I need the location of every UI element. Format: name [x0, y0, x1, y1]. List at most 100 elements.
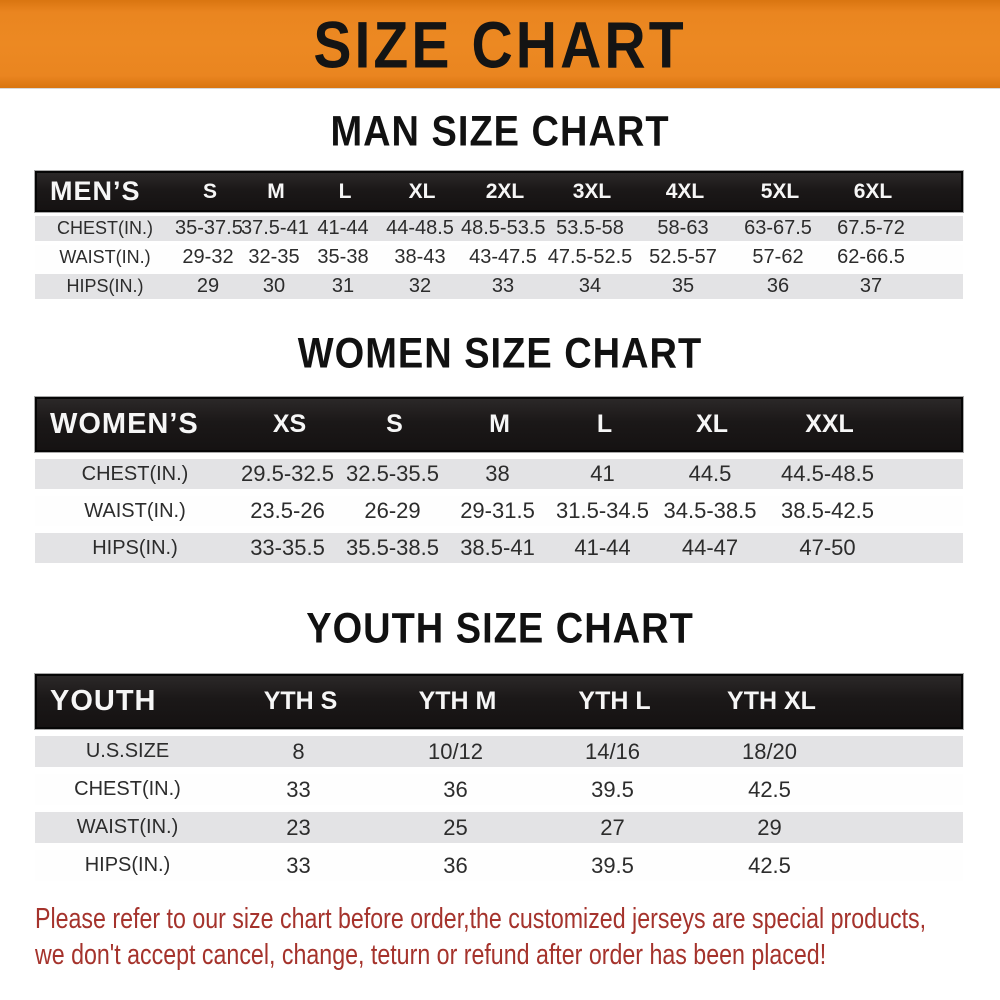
youth-waist-cell: 27 — [600, 814, 625, 840]
men-waist-cell: 32-35 — [248, 246, 300, 268]
men-waist-cell: 62-66.5 — [837, 246, 905, 268]
women-section-title: WOMEN SIZE CHART — [0, 330, 1000, 378]
men-chest-cell: 53.5-58 — [556, 217, 624, 239]
men-size-table: MEN’S S M L XL 2XL 3XL 4XL 5XL 6XL CHEST… — [35, 171, 963, 299]
men-size-col-s: S — [202, 179, 217, 203]
men-chest-cell: 67.5-72 — [837, 217, 905, 239]
men-chest-cell: 58-63 — [657, 217, 709, 239]
men-waist-row: WAIST(IN.) 29-32 32-35 35-38 38-43 43-47… — [35, 245, 963, 270]
women-chest-row-label: CHEST(IN.) — [81, 462, 189, 485]
women-hips-cell: 33-35.5 — [250, 535, 325, 560]
men-waist-cell: 43-47.5 — [469, 246, 537, 268]
size-chart-banner: SIZE CHART — [0, 0, 1000, 89]
men-hips-cell: 33 — [491, 275, 515, 297]
men-waist-cell: 38-43 — [394, 246, 446, 268]
men-hips-row: HIPS(IN.) 29 30 31 32 33 34 35 36 37 — [35, 274, 963, 299]
youth-waist-cell: 23 — [286, 814, 311, 840]
women-hips-cell: 35.5-38.5 — [346, 535, 439, 560]
men-size-col-xl: XL — [408, 179, 436, 203]
youth-hips-cell: 42.5 — [748, 852, 791, 878]
women-chest-cell: 32.5-35.5 — [346, 461, 439, 486]
men-hips-cell: 35 — [671, 275, 695, 297]
men-hips-cell: 29 — [196, 275, 220, 297]
men-chest-cell: 37.5-41 — [241, 217, 309, 239]
youth-chest-cell: 42.5 — [748, 776, 791, 802]
women-chest-cell: 44.5-48.5 — [781, 461, 874, 486]
men-chest-row-label: CHEST(IN.) — [57, 218, 153, 238]
women-waist-cell: 29-31.5 — [460, 498, 535, 523]
men-section-title-text: MAN SIZE CHART — [330, 108, 670, 156]
men-waist-cell: 47.5-52.5 — [547, 246, 633, 268]
women-chest-cell: 44.5 — [688, 461, 732, 486]
women-header-label: WOMEN’S — [50, 408, 199, 440]
men-chest-cell: 41-44 — [317, 217, 369, 239]
men-waist-cell: 29-32 — [182, 246, 234, 268]
men-waist-cell: 52.5-57 — [649, 246, 717, 268]
men-size-col-m: M — [267, 179, 285, 203]
men-header-label: MEN’S — [50, 176, 141, 206]
youth-header-label: YOUTH — [50, 685, 157, 717]
men-hips-cell: 34 — [578, 275, 602, 297]
youth-waist-row: WAIST(IN.) 23 25 27 29 — [35, 812, 963, 843]
order-policy-note: Please refer to our size chart before or… — [35, 901, 1000, 973]
women-size-table: WOMEN’S XS S M L XL XXL CHEST(IN.) 29.5-… — [35, 397, 963, 563]
women-size-col-xl: XL — [696, 410, 728, 438]
women-waist-cell: 23.5-26 — [250, 498, 325, 523]
youth-chest-cell: 33 — [286, 776, 311, 802]
men-section-title: MAN SIZE CHART — [0, 108, 1000, 156]
women-waist-row-label: WAIST(IN.) — [84, 499, 186, 522]
youth-hips-cell: 33 — [286, 852, 311, 878]
youth-section-title-text: YOUTH SIZE CHART — [306, 605, 694, 653]
women-waist-cell: 31.5-34.5 — [556, 498, 649, 523]
men-size-col-2xl: 2XL — [485, 179, 525, 203]
men-hips-cell: 30 — [262, 275, 286, 297]
men-chest-cell: 44-48.5 — [386, 217, 454, 239]
men-chest-cell: 48.5-53.5 — [461, 217, 546, 239]
men-waist-cell: 35-38 — [317, 246, 369, 268]
youth-ussize-cell: 14/16 — [584, 738, 641, 764]
youth-waist-cell: 29 — [757, 814, 782, 840]
youth-hips-cell: 39.5 — [591, 852, 634, 878]
women-waist-cell: 34.5-38.5 — [663, 498, 757, 523]
youth-waist-row-label: WAIST(IN.) — [76, 816, 179, 838]
women-hips-row: HIPS(IN.) 33-35.5 35.5-38.5 38.5-41 41-4… — [35, 533, 963, 563]
banner-title: SIZE CHART — [313, 6, 687, 82]
women-chest-cell: 38 — [485, 461, 510, 486]
men-hips-cell: 31 — [331, 275, 355, 297]
men-chest-cell: 35-37.5 — [175, 217, 243, 239]
youth-table-header-row: YOUTH YTH S YTH M YTH L YTH XL — [35, 674, 963, 729]
youth-hips-row: HIPS(IN.) 33 36 39.5 42.5 — [35, 850, 963, 881]
men-chest-cell: 63-67.5 — [744, 217, 812, 239]
men-size-col-3xl: 3XL — [572, 179, 612, 203]
men-hips-row-label: HIPS(IN.) — [66, 276, 144, 296]
men-waist-cell: 57-62 — [752, 246, 804, 268]
women-section-title-text: WOMEN SIZE CHART — [297, 330, 703, 378]
men-chest-row: CHEST(IN.) 35-37.5 37.5-41 41-44 44-48.5… — [35, 216, 963, 241]
youth-waist-cell: 25 — [443, 814, 468, 840]
women-table-header-row: WOMEN’S XS S M L XL XXL — [35, 397, 963, 452]
men-size-col-l: L — [338, 179, 352, 203]
women-size-col-s: S — [386, 410, 403, 438]
youth-section-title: YOUTH SIZE CHART — [0, 605, 1000, 653]
women-hips-cell: 44-47 — [681, 535, 739, 560]
order-policy-note-text: Please refer to our size chart before or… — [35, 901, 926, 973]
women-chest-row: CHEST(IN.) 29.5-32.5 32.5-35.5 38 41 44.… — [35, 459, 963, 489]
men-size-col-4xl: 4XL — [665, 179, 705, 203]
women-waist-row: WAIST(IN.) 23.5-26 26-29 29-31.5 31.5-34… — [35, 496, 963, 526]
youth-ussize-row: U.S.SIZE 8 10/12 14/16 18/20 — [35, 736, 963, 767]
order-policy-line-2: we don't accept cancel, change, teturn o… — [35, 939, 827, 971]
women-hips-row-label: HIPS(IN.) — [92, 536, 178, 559]
youth-ussize-cell: 10/12 — [427, 738, 484, 764]
men-size-col-6xl: 6XL — [853, 179, 893, 203]
order-policy-line-1: Please refer to our size chart before or… — [35, 903, 927, 935]
youth-size-col-l: YTH L — [578, 687, 651, 715]
women-hips-cell: 47-50 — [799, 535, 856, 560]
youth-chest-cell: 39.5 — [591, 776, 634, 802]
women-hips-cell: 41-44 — [574, 535, 631, 560]
men-hips-cell: 37 — [859, 275, 883, 297]
men-hips-cell: 36 — [766, 275, 790, 297]
women-size-col-l: L — [596, 410, 613, 438]
youth-chest-row: CHEST(IN.) 33 36 39.5 42.5 — [35, 774, 963, 805]
women-waist-cell: 26-29 — [364, 498, 421, 523]
youth-ussize-row-label: U.S.SIZE — [85, 740, 170, 762]
